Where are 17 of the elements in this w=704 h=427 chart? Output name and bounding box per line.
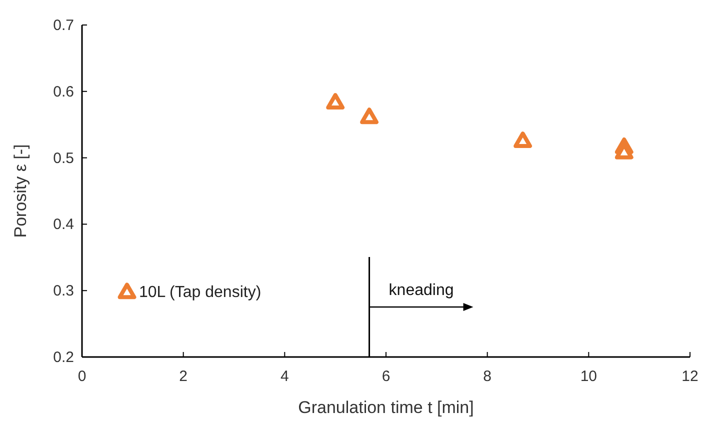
x-tick-label: 4	[280, 368, 289, 385]
y-tick-label: 0.3	[53, 282, 74, 300]
y-tick-label: 0.4	[53, 216, 74, 234]
y-tick-label: 0.5	[53, 150, 74, 167]
x-tick-label: 8	[483, 368, 492, 385]
x-tick-label: 12	[682, 368, 698, 385]
x-tick-label: 2	[179, 368, 188, 385]
x-axis-title: Granulation time t [min]	[298, 398, 474, 417]
legend-label: 10L (Tap density)	[139, 284, 262, 301]
y-tick-label: 0.2	[53, 349, 74, 366]
y-axis-title: Porosity ε [-]	[11, 144, 30, 238]
y-tick-label: 0.7	[53, 17, 74, 34]
y-tick-label: 0.6	[53, 83, 74, 100]
x-tick-label: 6	[382, 368, 390, 385]
x-tick-label: 10	[580, 368, 598, 385]
ref-line-label: kneading	[388, 282, 454, 299]
x-tick-label: 0	[78, 368, 86, 385]
